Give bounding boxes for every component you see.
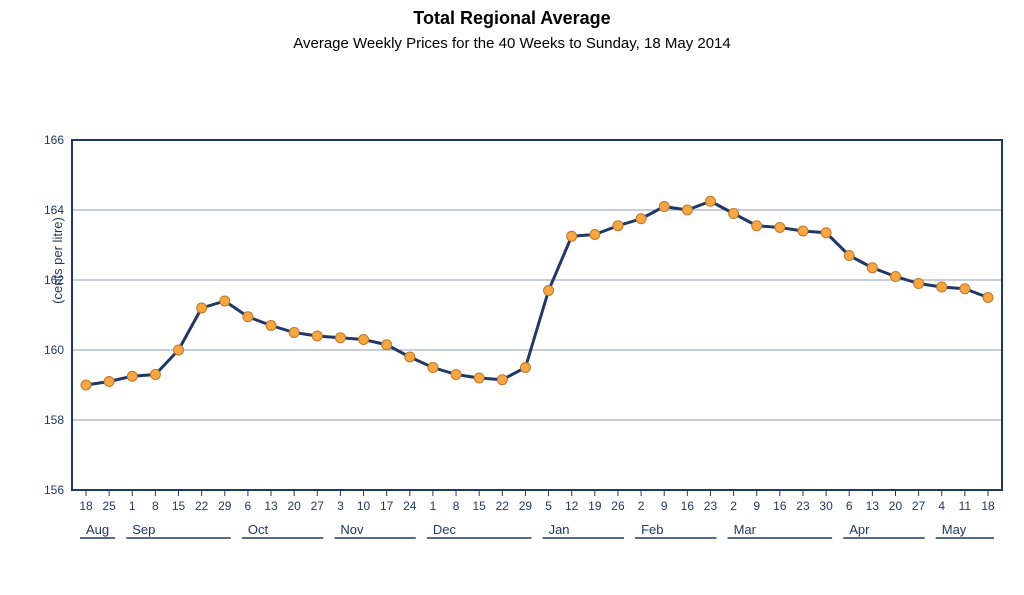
svg-text:16: 16 xyxy=(681,499,695,513)
svg-text:12: 12 xyxy=(565,499,579,513)
svg-text:3: 3 xyxy=(337,499,344,513)
y-axis-label: (cents per litre) xyxy=(50,217,65,304)
svg-text:4: 4 xyxy=(938,499,945,513)
svg-text:22: 22 xyxy=(496,499,510,513)
svg-text:23: 23 xyxy=(796,499,810,513)
svg-text:164: 164 xyxy=(44,203,64,217)
svg-text:26: 26 xyxy=(611,499,625,513)
svg-text:22: 22 xyxy=(195,499,209,513)
svg-text:2: 2 xyxy=(730,499,737,513)
svg-text:Jan: Jan xyxy=(549,522,570,537)
svg-text:Apr: Apr xyxy=(849,522,870,537)
svg-text:17: 17 xyxy=(380,499,394,513)
chart-title: Total Regional Average xyxy=(0,0,1024,29)
svg-text:19: 19 xyxy=(588,499,602,513)
svg-text:160: 160 xyxy=(44,343,64,357)
svg-text:Sep: Sep xyxy=(132,522,155,537)
svg-text:156: 156 xyxy=(44,483,64,497)
svg-text:23: 23 xyxy=(704,499,718,513)
svg-text:6: 6 xyxy=(846,499,853,513)
svg-text:Oct: Oct xyxy=(248,522,269,537)
svg-text:158: 158 xyxy=(44,413,64,427)
svg-text:24: 24 xyxy=(403,499,417,513)
svg-text:1: 1 xyxy=(129,499,136,513)
svg-text:13: 13 xyxy=(866,499,880,513)
svg-text:5: 5 xyxy=(545,499,552,513)
svg-text:8: 8 xyxy=(152,499,159,513)
svg-text:27: 27 xyxy=(311,499,325,513)
line-chart: 1561581601621641661825181522296132027310… xyxy=(0,52,1024,595)
svg-text:Mar: Mar xyxy=(734,522,757,537)
svg-text:Nov: Nov xyxy=(340,522,364,537)
svg-text:Dec: Dec xyxy=(433,522,457,537)
svg-text:20: 20 xyxy=(287,499,301,513)
svg-text:Aug: Aug xyxy=(86,522,109,537)
chart-subtitle: Average Weekly Prices for the 40 Weeks t… xyxy=(0,35,1024,52)
svg-text:29: 29 xyxy=(218,499,232,513)
svg-text:16: 16 xyxy=(773,499,787,513)
svg-text:20: 20 xyxy=(889,499,903,513)
svg-text:27: 27 xyxy=(912,499,926,513)
svg-text:11: 11 xyxy=(959,499,972,513)
svg-text:May: May xyxy=(942,522,967,537)
svg-text:8: 8 xyxy=(453,499,460,513)
svg-text:18: 18 xyxy=(981,499,995,513)
svg-text:Feb: Feb xyxy=(641,522,663,537)
svg-text:166: 166 xyxy=(44,133,64,147)
svg-text:1: 1 xyxy=(430,499,437,513)
svg-text:18: 18 xyxy=(79,499,93,513)
svg-text:10: 10 xyxy=(357,499,371,513)
svg-text:29: 29 xyxy=(519,499,533,513)
svg-text:9: 9 xyxy=(661,499,668,513)
svg-text:30: 30 xyxy=(819,499,833,513)
svg-text:6: 6 xyxy=(245,499,252,513)
svg-text:13: 13 xyxy=(264,499,278,513)
svg-text:15: 15 xyxy=(172,499,186,513)
svg-text:15: 15 xyxy=(472,499,486,513)
svg-text:2: 2 xyxy=(638,499,645,513)
chart-container: Total Regional Average Average Weekly Pr… xyxy=(0,0,1024,543)
svg-text:25: 25 xyxy=(102,499,116,513)
svg-text:9: 9 xyxy=(753,499,760,513)
